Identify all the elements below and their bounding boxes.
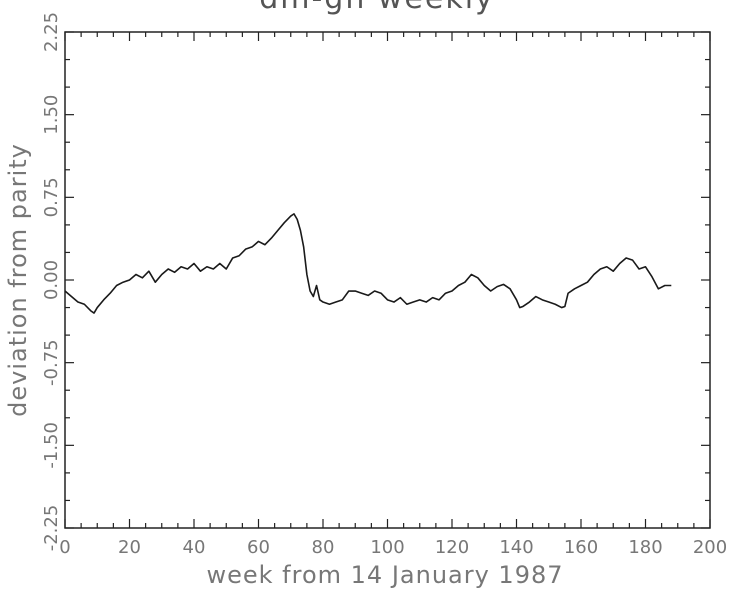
x-tick-label-160: 160	[564, 537, 598, 558]
y-tick-label-2.25: 2.25	[41, 12, 62, 52]
x-tick-label-120: 120	[435, 537, 469, 558]
x-tick-label-0: 0	[59, 537, 70, 558]
y-axis-label: deviation from parity	[4, 143, 32, 417]
y-tick-label--0.75: -0.75	[41, 339, 62, 386]
plot-frame	[64, 31, 711, 529]
y-tick-label-1.50: 1.50	[41, 95, 62, 135]
series-line	[64, 213, 672, 314]
x-tick-label-80: 80	[312, 537, 335, 558]
x-axis-tick-labels: 0 20 40 60 80 100 120 140 160 180 200	[59, 537, 727, 558]
x-axis-ticks	[64, 32, 711, 528]
y-tick-label--2.25: -2.25	[41, 505, 62, 552]
y-tick-label-0.00: 0.00	[41, 260, 62, 300]
y-tick-label--1.50: -1.50	[41, 422, 62, 469]
x-tick-label-40: 40	[183, 537, 206, 558]
y-axis-tick-labels: -2.25 -1.50 -0.75 0.00 0.75 1.50 2.25	[41, 12, 62, 551]
x-tick-label-140: 140	[499, 537, 533, 558]
x-axis-label: week from 14 January 1987	[206, 561, 563, 589]
x-tick-label-100: 100	[370, 537, 404, 558]
y-tick-label-0.75: 0.75	[41, 177, 62, 217]
x-tick-label-60: 60	[247, 537, 270, 558]
y-axis-ticks	[65, 31, 710, 529]
x-tick-label-20: 20	[118, 537, 141, 558]
x-tick-label-200: 200	[693, 537, 727, 558]
chart-title: dm-gh weekly	[259, 0, 495, 16]
x-tick-label-180: 180	[628, 537, 662, 558]
